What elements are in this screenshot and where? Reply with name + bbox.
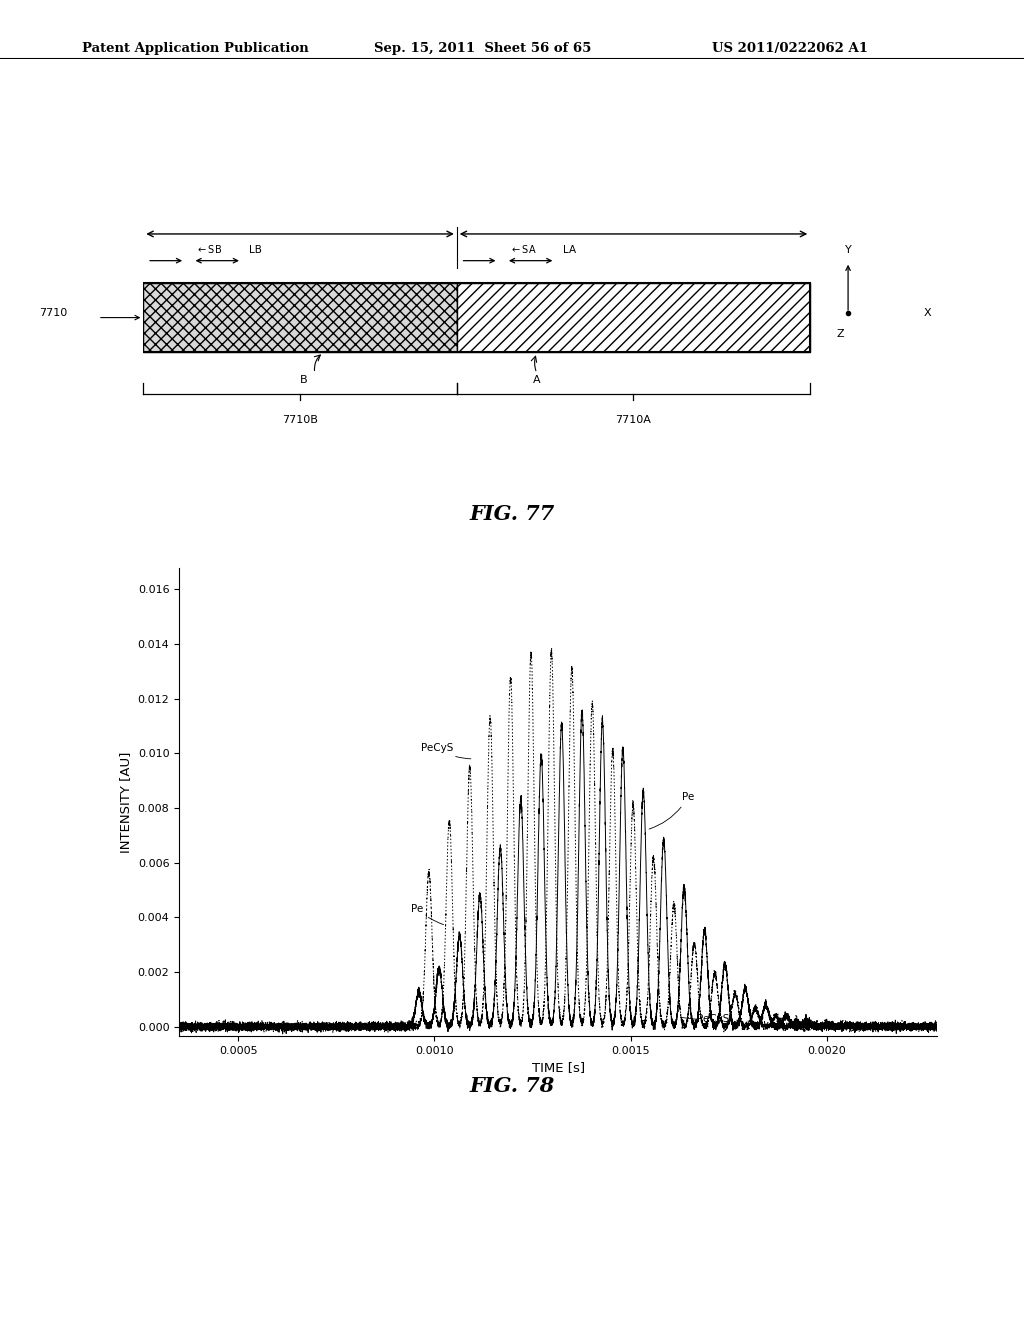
Text: LA: LA (563, 246, 575, 255)
Text: Z: Z (837, 329, 845, 339)
Bar (457, 282, 810, 352)
Text: US 2011/0222062 A1: US 2011/0222062 A1 (712, 41, 867, 54)
Text: Sep. 15, 2011  Sheet 56 of 65: Sep. 15, 2011 Sheet 56 of 65 (374, 41, 591, 54)
Text: Y: Y (845, 246, 851, 255)
Text: A: A (532, 375, 541, 384)
Text: Patent Application Publication: Patent Application Publication (82, 41, 308, 54)
Text: 7710: 7710 (39, 308, 68, 318)
Text: FIG. 77: FIG. 77 (469, 504, 555, 524)
Text: FIG. 78: FIG. 78 (469, 1076, 555, 1096)
Text: Pe: Pe (411, 904, 443, 924)
Text: 7710B: 7710B (283, 416, 318, 425)
Bar (143, 282, 810, 352)
Text: PeCyS: PeCyS (697, 1015, 730, 1024)
X-axis label: TIME [s]: TIME [s] (531, 1061, 585, 1074)
Y-axis label: INTENSITY [AU]: INTENSITY [AU] (119, 751, 132, 853)
Text: LB: LB (250, 246, 262, 255)
Text: Pe: Pe (649, 792, 694, 829)
Text: $\leftarrow$SA: $\leftarrow$SA (510, 243, 537, 255)
Bar (143, 282, 457, 352)
Text: PeCyS: PeCyS (421, 743, 471, 759)
Text: X: X (924, 308, 932, 318)
Text: $\leftarrow$SB: $\leftarrow$SB (197, 243, 222, 255)
Text: 7710A: 7710A (615, 416, 651, 425)
Text: B: B (300, 375, 307, 384)
